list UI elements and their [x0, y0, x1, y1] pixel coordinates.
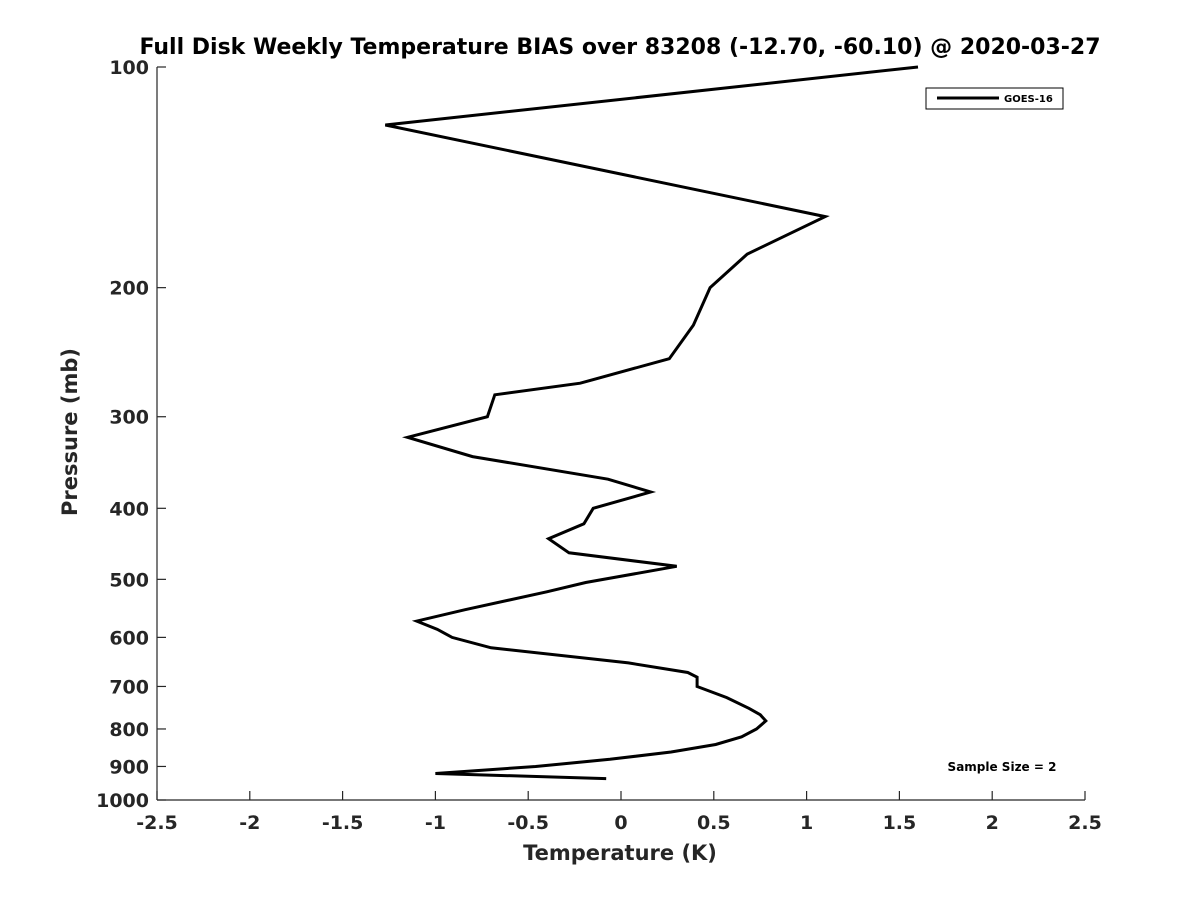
y-tick-label: 900 [109, 756, 149, 778]
x-tick-label: 1 [800, 812, 813, 834]
y-tick-label: 400 [109, 498, 149, 520]
x-tick-label: 0 [614, 812, 627, 834]
x-tick-label: 2.5 [1068, 812, 1102, 834]
y-tick-label: 300 [109, 407, 149, 429]
x-tick-label: -1.5 [322, 812, 364, 834]
y-tick-label: 1000 [96, 790, 149, 812]
x-tick-label: -2.5 [136, 812, 178, 834]
y-tick-label: 800 [109, 719, 149, 741]
x-tick-label: 0.5 [697, 812, 731, 834]
x-tick-label: -0.5 [507, 812, 549, 834]
chart-title: Full Disk Weekly Temperature BIAS over 8… [139, 35, 1100, 60]
y-axis-label: Pressure (mb) [58, 348, 82, 516]
sample-size-annotation: Sample Size = 2 [948, 760, 1057, 774]
y-tick-label: 500 [109, 569, 149, 591]
y-tick-label: 200 [109, 278, 149, 300]
x-tick-label: 1.5 [883, 812, 917, 834]
y-tick-label: 700 [109, 676, 149, 698]
legend-label: GOES-16 [1004, 94, 1053, 105]
x-tick-label: -1 [425, 812, 446, 834]
legend: GOES-16 [925, 87, 1064, 110]
plot-area: -2.5 -2 -1.5 -1 -0.5 0 0.5 1 1.5 2 2.5 100 200 300 400… [96, 57, 1102, 834]
y-tick-label: 100 [109, 57, 149, 79]
x-axis-label: Temperature (K) [523, 841, 717, 865]
series-line-goes-16 [384, 65, 919, 781]
x-tick-label: -2 [239, 812, 260, 834]
x-tick-label: 2 [986, 812, 999, 834]
y-tick-label: 600 [109, 627, 149, 649]
